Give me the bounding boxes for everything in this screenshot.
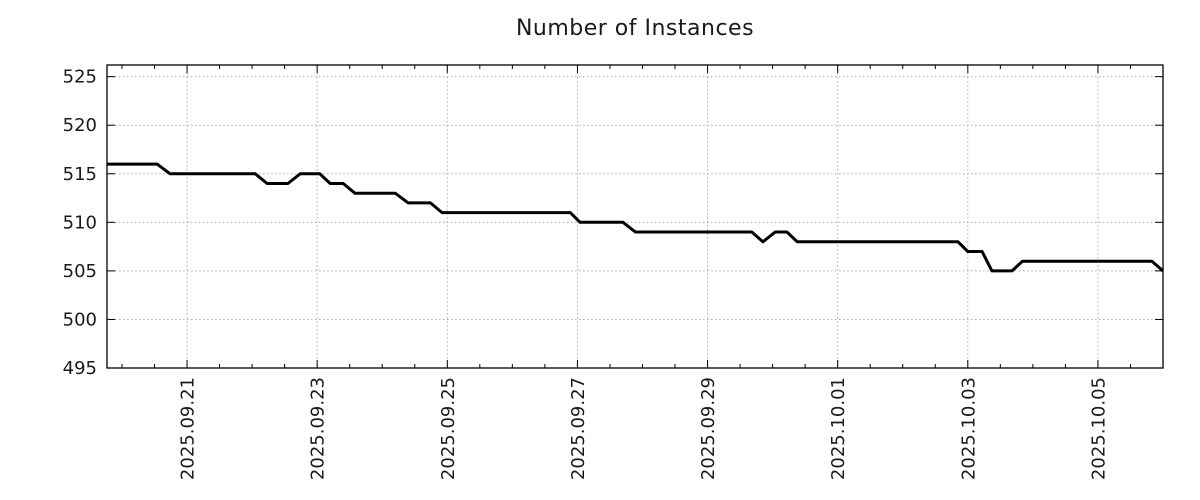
x-tick-label: 2025.09.21 — [178, 377, 199, 480]
plot-border — [106, 64, 1164, 369]
x-tick-label: 2025.10.05 — [1088, 377, 1109, 480]
y-tick-label: 520 — [63, 115, 97, 136]
y-tick-label: 495 — [63, 358, 97, 379]
x-tick-label: 2025.09.25 — [438, 377, 459, 480]
x-tick-label: 2025.09.23 — [308, 377, 329, 480]
y-tick-label: 505 — [63, 261, 97, 282]
x-tick-label: 2025.09.29 — [698, 377, 719, 480]
chart-title: Number of Instances — [515, 16, 755, 41]
y-tick-label: 500 — [63, 309, 97, 330]
series-line — [107, 162, 1164, 273]
y-tick-label: 515 — [63, 164, 97, 185]
x-tick-label: 2025.10.03 — [958, 377, 979, 480]
y-tick-label: 525 — [63, 67, 97, 88]
x-tick-label: 2025.10.01 — [828, 377, 849, 480]
y-tick-label: 510 — [63, 212, 97, 233]
x-tick-label: 2025.09.27 — [568, 377, 589, 480]
